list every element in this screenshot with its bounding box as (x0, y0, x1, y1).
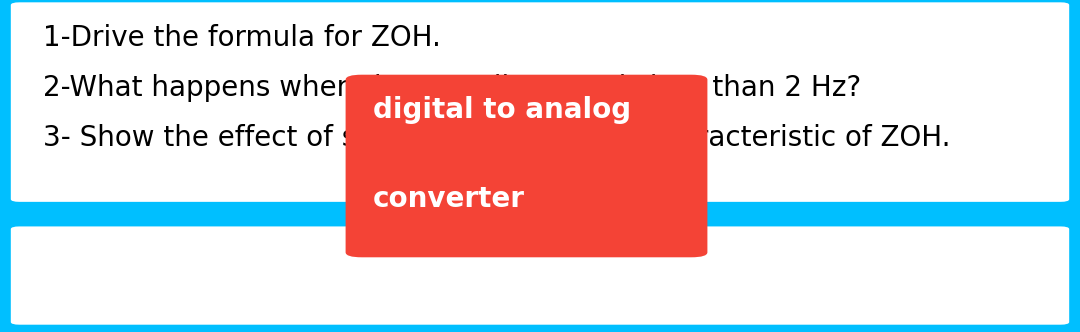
FancyBboxPatch shape (11, 2, 1069, 202)
Text: digital to analog: digital to analog (373, 96, 631, 124)
FancyBboxPatch shape (11, 226, 1069, 325)
FancyBboxPatch shape (346, 75, 707, 257)
Text: 3- Show the effect of sampling time on the characteristic of ZOH.: 3- Show the effect of sampling time on t… (43, 124, 950, 152)
Text: converter: converter (373, 185, 525, 213)
Text: 2-What happens when the sampling rate is less than 2 Hz?: 2-What happens when the sampling rate is… (43, 74, 862, 102)
Text: 1-Drive the formula for ZOH.: 1-Drive the formula for ZOH. (43, 24, 441, 52)
